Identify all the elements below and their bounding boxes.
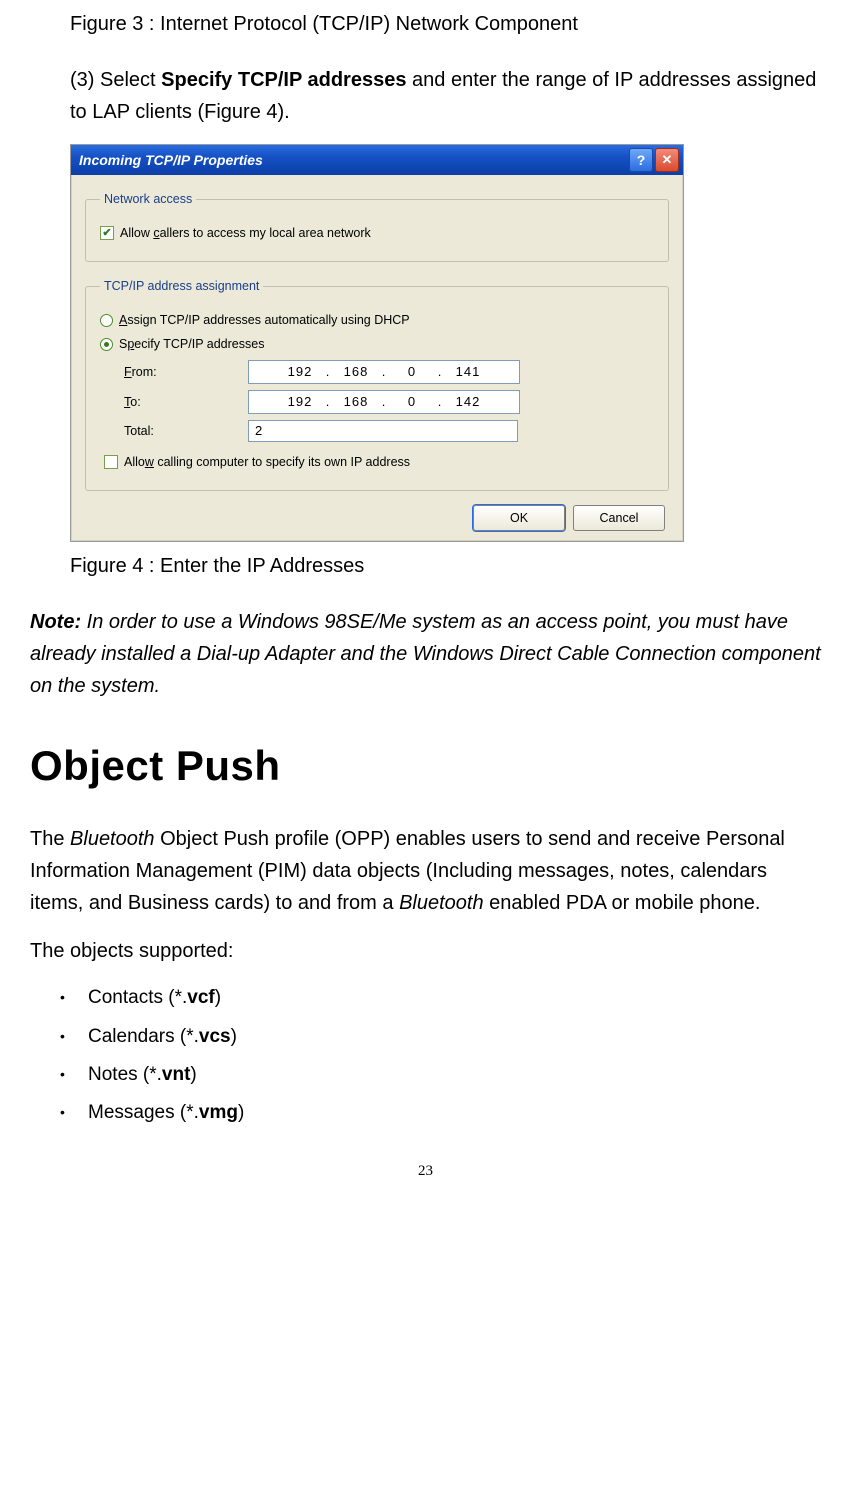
from-ip-input[interactable]: 192. 168. 0. 141 bbox=[248, 360, 520, 384]
total-row: Total: 2 bbox=[124, 420, 654, 442]
instruction-bold: Specify TCP/IP addresses bbox=[161, 69, 406, 91]
allow-own-ip-row[interactable]: ✔ Allow calling computer to specify its … bbox=[104, 452, 654, 472]
opp-p3: enabled PDA or mobile phone. bbox=[484, 892, 761, 914]
dialog-title: Incoming TCP/IP Properties bbox=[79, 149, 263, 171]
opp-p1: The bbox=[30, 828, 70, 850]
supported-label: The objects supported: bbox=[30, 935, 821, 967]
radio-auto[interactable] bbox=[100, 314, 113, 327]
figure3-caption: Figure 3 : Internet Protocol (TCP/IP) Ne… bbox=[70, 8, 821, 40]
from-oct1: 192 bbox=[277, 362, 323, 383]
to-oct2: 168 bbox=[333, 392, 379, 413]
list-item: Contacts (*.vcf) bbox=[60, 983, 821, 1013]
to-ip-input[interactable]: 192. 168. 0. 142 bbox=[248, 390, 520, 414]
help-button[interactable]: ? bbox=[629, 148, 653, 172]
total-label: Total: bbox=[124, 421, 248, 441]
allow-callers-label: Allow callers to access my local area ne… bbox=[120, 223, 371, 243]
allow-callers-row[interactable]: ✔ Allow callers to access my local area … bbox=[100, 223, 654, 243]
radio-specify-label: Specify TCP/IP addresses bbox=[119, 334, 264, 354]
cancel-button[interactable]: Cancel bbox=[573, 505, 665, 531]
to-oct1: 192 bbox=[277, 392, 323, 413]
list-item: Messages (*.vmg) bbox=[60, 1098, 821, 1128]
from-oct4: 141 bbox=[445, 362, 491, 383]
instruction-step3: (3) Select Specify TCP/IP addresses and … bbox=[70, 64, 821, 128]
close-button[interactable]: ✕ bbox=[655, 148, 679, 172]
figure4-caption: Figure 4 : Enter the IP Addresses bbox=[70, 550, 821, 582]
radio-auto-row[interactable]: Assign TCP/IP addresses automatically us… bbox=[100, 310, 654, 330]
instruction-prefix: (3) Select bbox=[70, 69, 161, 91]
dialog-titlebar[interactable]: Incoming TCP/IP Properties ? ✕ bbox=[71, 145, 683, 175]
help-icon: ? bbox=[637, 149, 646, 171]
to-row: To: 192. 168. 0. 142 bbox=[124, 390, 654, 414]
to-oct3: 0 bbox=[389, 392, 435, 413]
radio-specify-row[interactable]: Specify TCP/IP addresses bbox=[100, 334, 654, 354]
allow-own-ip-checkbox[interactable]: ✔ bbox=[104, 455, 118, 469]
dialog-button-row: OK Cancel bbox=[85, 505, 669, 531]
tcpip-properties-dialog: Incoming TCP/IP Properties ? ✕ Network a… bbox=[70, 144, 684, 542]
section-heading-object-push: Object Push bbox=[30, 732, 821, 799]
opp-em1: Bluetooth bbox=[70, 828, 155, 850]
note-text: In order to use a Windows 98SE/Me system… bbox=[30, 611, 821, 697]
network-access-legend: Network access bbox=[100, 189, 196, 209]
tcpip-assignment-legend: TCP/IP address assignment bbox=[100, 276, 263, 296]
from-label: From: bbox=[124, 362, 248, 382]
opp-description: The Bluetooth Object Push profile (OPP) … bbox=[30, 823, 821, 919]
list-item: Calendars (*.vcs) bbox=[60, 1022, 821, 1052]
radio-auto-label: Assign TCP/IP addresses automatically us… bbox=[119, 310, 410, 330]
note-label: Note: bbox=[30, 611, 81, 633]
close-icon: ✕ bbox=[662, 150, 673, 171]
radio-specify[interactable] bbox=[100, 338, 113, 351]
ok-button[interactable]: OK bbox=[473, 505, 565, 531]
from-row: From: 192. 168. 0. 141 bbox=[124, 360, 654, 384]
note-paragraph: Note: In order to use a Windows 98SE/Me … bbox=[30, 606, 821, 702]
opp-em2: Bluetooth bbox=[399, 892, 484, 914]
from-oct3: 0 bbox=[389, 362, 435, 383]
supported-objects-list: Contacts (*.vcf) Calendars (*.vcs) Notes… bbox=[60, 983, 821, 1129]
to-oct4: 142 bbox=[445, 392, 491, 413]
page-number: 23 bbox=[30, 1159, 821, 1183]
allow-own-ip-label: Allow calling computer to specify its ow… bbox=[124, 452, 410, 472]
total-value: 2 bbox=[255, 421, 262, 442]
allow-callers-checkbox[interactable]: ✔ bbox=[100, 226, 114, 240]
total-input: 2 bbox=[248, 420, 518, 442]
network-access-group: Network access ✔ Allow callers to access… bbox=[85, 189, 669, 262]
list-item: Notes (*.vnt) bbox=[60, 1060, 821, 1090]
tcpip-assignment-group: TCP/IP address assignment Assign TCP/IP … bbox=[85, 276, 669, 491]
to-label: To: bbox=[124, 392, 248, 412]
from-oct2: 168 bbox=[333, 362, 379, 383]
dialog-body: Network access ✔ Allow callers to access… bbox=[71, 175, 683, 541]
